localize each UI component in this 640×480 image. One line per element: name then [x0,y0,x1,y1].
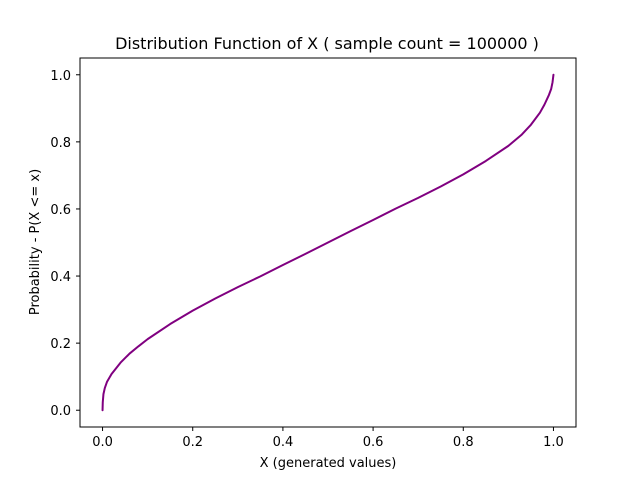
x-tick-label: 0.2 [182,435,203,450]
y-tick-label: 0.0 [50,404,71,419]
y-tick-label: 1.0 [50,69,71,84]
cdf-line [101,73,555,412]
x-tick-label: 0.8 [453,435,474,450]
x-tick-label: 0.4 [273,435,294,450]
y-axis: 0.0 0.2 0.4 0.6 0.8 1.0 [50,69,80,419]
series-group [101,73,555,412]
x-tick-label: 1.0 [543,435,564,450]
y-tick-label: 0.8 [50,136,71,151]
x-tick-label: 0.6 [363,435,384,450]
y-tick-label: 0.6 [50,203,71,218]
axes-frame [79,57,577,428]
x-axis: 0.0 0.2 0.4 0.6 0.8 1.0 [92,427,564,450]
y-tick-label: 0.4 [50,270,71,285]
x-axis-label: X (generated values) [260,456,397,471]
x-tick-label: 0.0 [92,435,113,450]
chart-title: Distribution Function of X ( sample coun… [115,34,539,53]
y-axis-label: Probability - P(X <= x) [28,169,43,315]
y-tick-label: 0.2 [50,337,71,352]
